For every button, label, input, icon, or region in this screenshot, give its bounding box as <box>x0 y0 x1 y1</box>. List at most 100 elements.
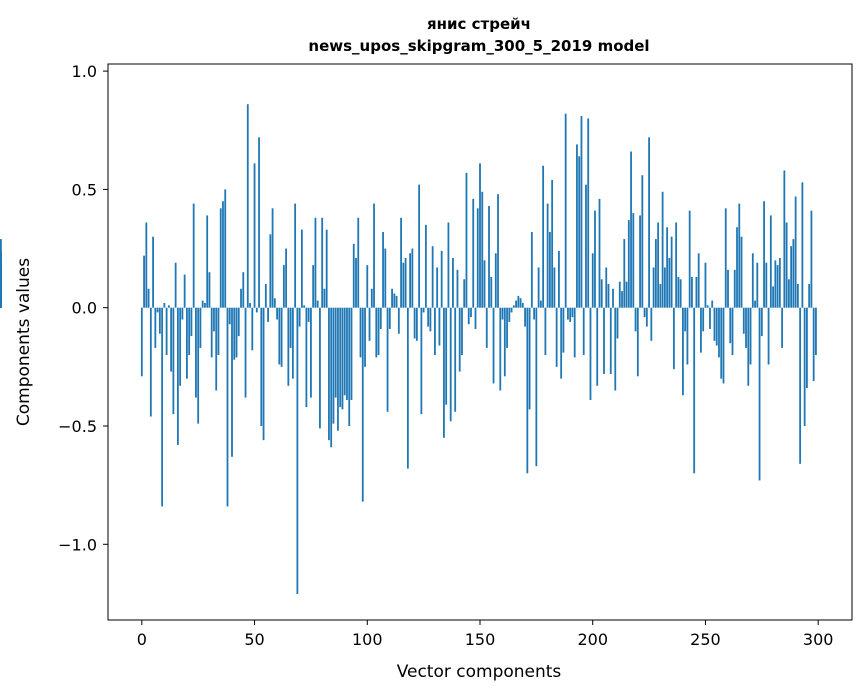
bar-40 <box>231 307 233 457</box>
bar-189 <box>567 307 569 320</box>
bar-113 <box>395 295 398 308</box>
x-tick-label: 100 <box>352 630 383 649</box>
bar-160 <box>501 307 504 320</box>
bar-6 <box>154 307 157 348</box>
bar-43 <box>237 307 240 337</box>
bar-176 <box>537 267 540 308</box>
bar-152 <box>483 260 486 308</box>
bar-256 <box>718 307 720 358</box>
chart-title: янис стрейч <box>427 15 531 33</box>
bar-11 <box>165 307 168 356</box>
bar-114 <box>397 307 400 334</box>
bar-285 <box>783 170 786 308</box>
bar-37 <box>224 189 227 308</box>
bar-227 <box>652 267 655 308</box>
bar-145 <box>467 307 470 325</box>
bar-52 <box>258 137 260 308</box>
bar-133 <box>440 250 443 308</box>
bar-289 <box>792 239 795 308</box>
bar-116 <box>402 262 405 308</box>
bar-222 <box>641 175 644 308</box>
bar-153 <box>485 307 488 348</box>
y-tick-label: −1.0 <box>58 535 97 554</box>
bar-110 <box>388 307 391 329</box>
bar-2 <box>145 222 148 308</box>
bar-74 <box>307 307 310 322</box>
bar-280 <box>772 286 774 308</box>
bar-271 <box>751 253 754 308</box>
bar-246 <box>695 276 698 308</box>
bar-61 <box>278 307 281 365</box>
bar-85 <box>332 307 335 424</box>
bar-125 <box>422 307 425 313</box>
bar-281 <box>774 260 777 308</box>
bar-296 <box>808 284 811 308</box>
bar-233 <box>666 227 669 308</box>
bar-265 <box>738 203 741 308</box>
bar-117 <box>404 258 407 308</box>
bar-169 <box>521 302 524 308</box>
bar-141 <box>458 307 461 372</box>
bar-30 <box>208 272 211 308</box>
bar-118 <box>406 307 409 469</box>
bar-216 <box>627 220 630 308</box>
bar-261 <box>729 307 732 344</box>
bar-49 <box>251 307 254 351</box>
bar-3 <box>147 288 150 308</box>
bar-221 <box>639 215 641 308</box>
bar-237 <box>675 222 678 308</box>
bar-53 <box>260 307 263 426</box>
bar-94 <box>352 243 355 308</box>
bar-188 <box>564 113 567 308</box>
bar-131 <box>436 267 439 308</box>
bar-260 <box>727 269 729 308</box>
bar-277 <box>765 262 768 308</box>
bar-255 <box>715 307 718 346</box>
bar-279 <box>769 215 772 308</box>
bar-207 <box>607 284 610 308</box>
bar-163 <box>508 307 511 322</box>
bar-211 <box>616 307 619 339</box>
y-tick-label: −0.5 <box>58 417 97 436</box>
bar-263 <box>733 269 736 308</box>
bar-76 <box>312 265 315 308</box>
bar-290 <box>794 196 797 308</box>
bar-80 <box>321 217 324 308</box>
bar-121 <box>413 307 416 339</box>
bar-44 <box>240 288 242 308</box>
bar-210 <box>614 307 617 391</box>
bar-230 <box>659 284 662 308</box>
bar-185 <box>558 250 560 308</box>
bar-193 <box>576 144 578 308</box>
bar-178 <box>542 165 545 308</box>
bar-39 <box>228 307 231 325</box>
bar-26 <box>199 307 202 348</box>
bar-123 <box>418 184 421 308</box>
bar-55 <box>264 284 267 308</box>
bar-236 <box>672 307 675 370</box>
bar-21 <box>188 307 191 356</box>
bar-273 <box>756 262 759 308</box>
bar-136 <box>447 222 450 308</box>
bar-19 <box>183 274 186 308</box>
bar-58 <box>271 208 274 308</box>
bar-262 <box>731 307 734 356</box>
bar-244 <box>691 276 693 308</box>
bar-239 <box>679 279 682 308</box>
bar-66 <box>289 307 292 348</box>
bar-247 <box>697 253 700 308</box>
bar-288 <box>790 246 793 308</box>
bar-140 <box>456 269 459 308</box>
bar-72 <box>303 305 306 308</box>
bar-135 <box>445 307 448 405</box>
bar-217 <box>630 151 632 308</box>
bar-212 <box>618 281 621 308</box>
bar-208 <box>609 307 612 374</box>
bar-170 <box>524 307 526 327</box>
bar-69 <box>296 307 299 594</box>
bar-226 <box>650 307 653 341</box>
bar-191 <box>571 307 574 318</box>
bar-183 <box>553 267 556 308</box>
bar-197 <box>585 184 587 308</box>
